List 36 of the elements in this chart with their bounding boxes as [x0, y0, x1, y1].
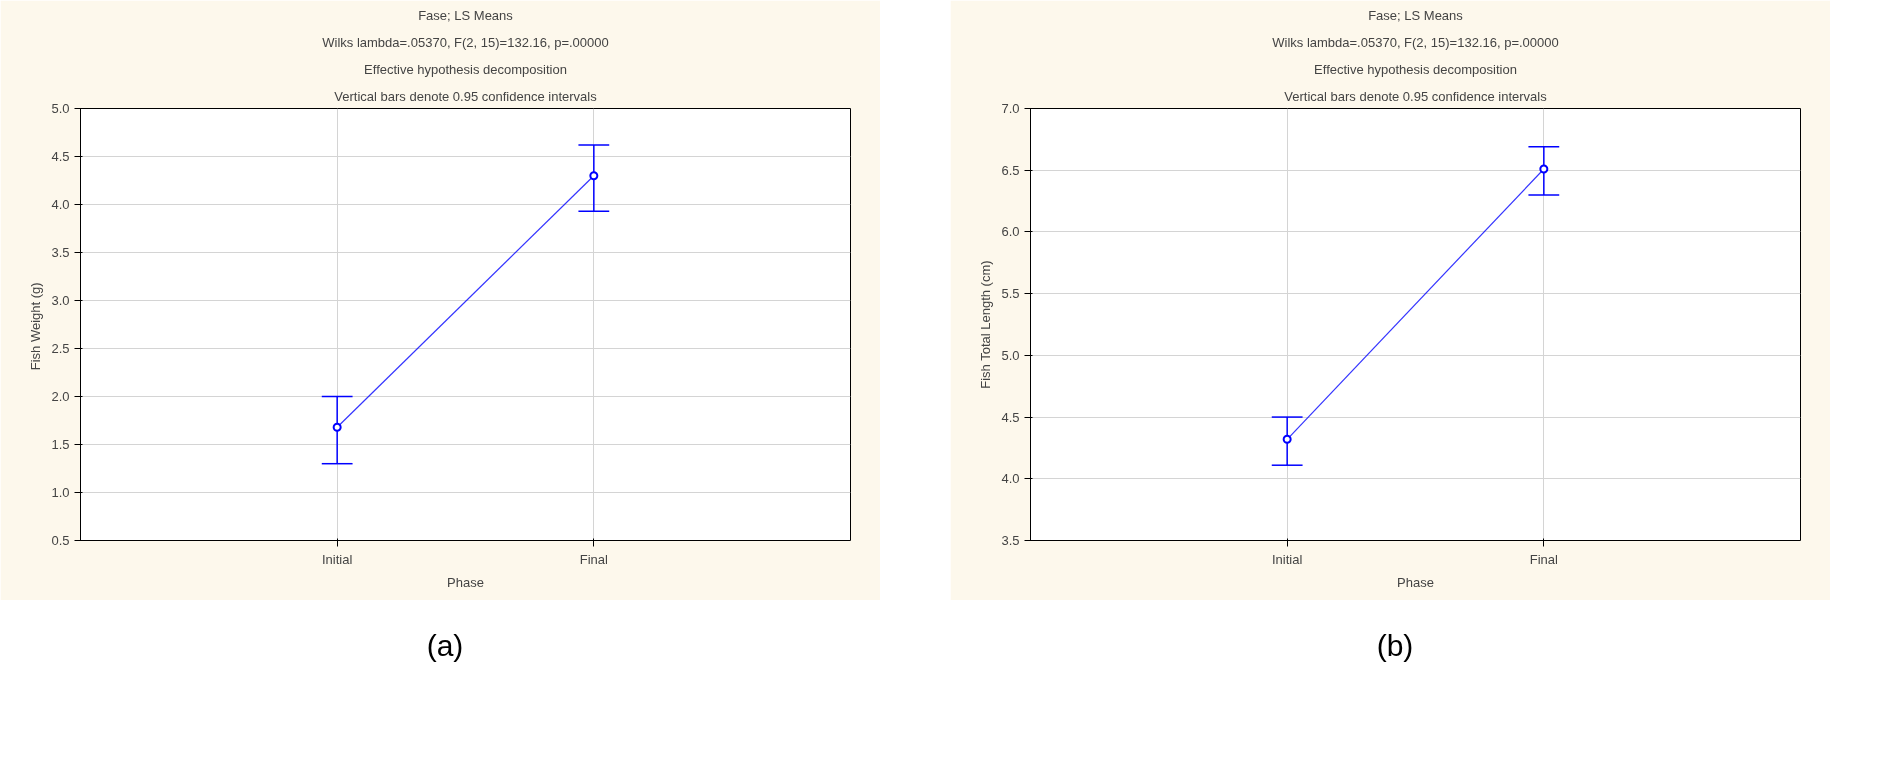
text: Effective hypothesis decomposition	[1314, 61, 1517, 77]
y-tick-label: 5.0	[51, 101, 70, 116]
y-tick-label: 6.0	[1001, 224, 1020, 240]
y-tick-label: 4.5	[1001, 409, 1020, 425]
y-tick-label: 1.5	[51, 437, 70, 452]
text: (b)	[1376, 628, 1414, 664]
chart-title: Fase; LS Means	[418, 7, 514, 23]
y-tick-label: 3.0	[51, 293, 70, 308]
y-axis-title: Fish Weight (g)	[28, 282, 44, 371]
chart-title: Fase; LS Means	[1368, 7, 1464, 23]
x-axis-title: Phase	[1397, 574, 1434, 590]
x-tick-label: Final	[1529, 551, 1559, 567]
y-tick-label: 5.0	[1001, 347, 1020, 363]
y-tick-label: 2.0	[51, 389, 70, 404]
x-tick-label: Final	[579, 551, 609, 567]
y-tick-label: 0.5	[51, 533, 70, 548]
x-tick-label: Initial	[321, 551, 353, 567]
y-tick-label: 7.0	[1001, 101, 1020, 116]
text: (a)	[426, 628, 464, 664]
y-tick-label: 1.0	[51, 485, 70, 500]
y-tick-label: 4.0	[51, 197, 70, 212]
y-tick-label: 5.5	[1001, 286, 1020, 302]
text: Vertical bars denote 0.95 confidence intervals	[1284, 88, 1548, 104]
chart-subtitle: Wilks lambda=.05370, F(2, 15)=132.16, p=.00000	[322, 34, 609, 50]
y-tick-label: 4.0	[1001, 471, 1020, 487]
y-tick-label: 2.5	[51, 341, 70, 356]
text: Vertical bars denote 0.95 confidence intervals	[334, 88, 598, 104]
y-tick-label: 6.5	[1001, 162, 1020, 178]
y-tick-label: 3.5	[51, 245, 70, 260]
x-axis-title: Phase	[447, 574, 484, 590]
y-tick-label: 4.5	[51, 149, 70, 164]
x-tick-label: Initial	[1271, 551, 1303, 567]
chart-subtitle: Wilks lambda=.05370, F(2, 15)=132.16, p=.00000	[1272, 34, 1559, 50]
text: Effective hypothesis decomposition	[364, 61, 567, 77]
y-tick-label: 3.5	[1001, 533, 1020, 548]
y-axis-title: Fish Total Length (cm)	[978, 260, 994, 389]
